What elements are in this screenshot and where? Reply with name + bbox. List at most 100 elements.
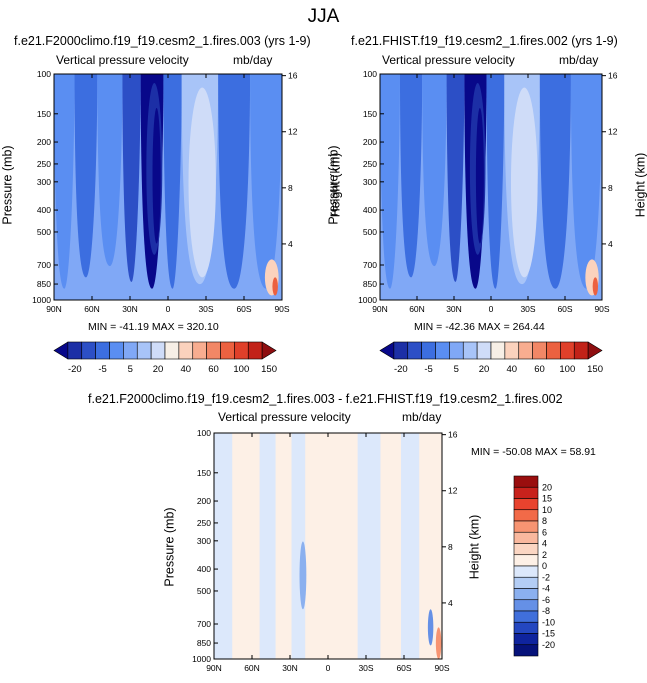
colorbar-cell	[513, 588, 539, 601]
x-tick-label: 90S	[434, 663, 449, 673]
y-tick-label: 150	[37, 109, 51, 119]
panel3-variable: Vertical pressure velocity	[218, 410, 351, 424]
colorbar-cell	[476, 341, 492, 360]
x-tick-label: 90N	[46, 304, 62, 314]
colorbar-label: 6	[542, 527, 547, 537]
colorbar-cell	[587, 341, 603, 360]
colorbar-label: -5	[98, 364, 106, 375]
y2-tick-label: 12	[608, 127, 618, 137]
colorbar-label: 100	[559, 364, 575, 375]
x-tick-label: 60N	[84, 304, 100, 314]
colorbar-label: 4	[542, 539, 547, 549]
contour-band	[152, 107, 161, 244]
y-tick-label: 200	[363, 137, 377, 147]
y-tick-label: 250	[37, 159, 51, 169]
contour-band	[435, 627, 442, 659]
contour-band	[272, 277, 278, 296]
y-tick-label: 400	[37, 205, 51, 215]
y-tick-label: 700	[363, 260, 377, 270]
contour-band	[486, 74, 505, 289]
y2-tick-label: 8	[448, 542, 453, 552]
y2-tick-label: 16	[288, 71, 298, 81]
colorbar-label: -10	[542, 617, 555, 627]
y-tick-label: 400	[363, 205, 377, 215]
colorbar-cell	[513, 576, 539, 589]
colorbar-cell	[513, 644, 539, 657]
colorbar-label: 40	[507, 364, 518, 375]
colorbar-label: 2	[542, 550, 547, 560]
panel1-plot: 90N 60N 30N 0 30S 60S 90S 100 150 200 250 300 400 500…	[32, 69, 298, 314]
colorbar-cell	[136, 341, 152, 360]
y-tick-label: 100	[197, 428, 211, 438]
x-tick-label: 90N	[372, 304, 388, 314]
colorbar-label: 20	[542, 482, 552, 492]
colorbar-cell	[513, 531, 539, 544]
colorbar-cell	[546, 341, 561, 360]
contour-band	[380, 74, 400, 289]
x-tick-label: 60N	[244, 663, 260, 673]
contour-band	[427, 609, 434, 646]
colorbar-cell	[513, 509, 539, 522]
colorbar-label: -20	[68, 364, 82, 375]
x-tick-label: 90S	[274, 304, 289, 314]
contour-band	[357, 433, 381, 659]
contour-band	[188, 87, 216, 278]
colorbar-label: 0	[542, 561, 547, 571]
contour-band	[214, 433, 233, 659]
x-tick-label: 30S	[520, 304, 535, 314]
contour-band	[218, 74, 251, 289]
panel1-colorbar: -20 -5 5 20 40 60 100 150	[53, 341, 277, 375]
colorbar-label: 100	[233, 364, 249, 375]
colorbar-cell	[573, 341, 589, 360]
colorbar-label: -6	[542, 595, 550, 605]
panel2-field	[380, 74, 602, 300]
colorbar-cell	[53, 341, 69, 360]
colorbar-label: 20	[153, 364, 164, 375]
colorbar-cell	[513, 554, 539, 567]
y2-tick-label: 8	[288, 183, 293, 193]
panel2-plot: 90N 60N 30N 0 30S 60S 90S 100 150 200 250 300 400 500…	[358, 69, 618, 314]
colorbar-label: 15	[542, 494, 552, 504]
panel3-field	[214, 433, 442, 659]
x-tick-label: 90S	[594, 304, 609, 314]
colorbar-label: -15	[542, 629, 555, 639]
contour-band	[592, 277, 599, 296]
contour-band	[250, 74, 282, 289]
x-tick-label: 0	[489, 304, 494, 314]
colorbar-cell	[513, 498, 539, 511]
colorbar-cell	[504, 341, 520, 360]
colorbar-cell	[123, 341, 138, 360]
contour-band	[299, 541, 307, 610]
x-tick-label: 60S	[557, 304, 572, 314]
contour-band	[54, 74, 75, 289]
y-tick-label: 100	[37, 69, 51, 79]
colorbar-cell	[490, 341, 506, 360]
y-tick-label: 1000	[32, 295, 51, 305]
y2-tick-label: 12	[448, 486, 458, 496]
x-tick-label: 30N	[282, 663, 298, 673]
colorbar-label: 20	[479, 364, 490, 375]
colorbar-label: 10	[542, 505, 552, 515]
panel2-variable: Vertical pressure velocity	[382, 53, 515, 67]
colorbar-label: 40	[181, 364, 192, 375]
x-tick-label: 30N	[122, 304, 138, 314]
contour-band	[259, 433, 276, 659]
y-tick-label: 200	[197, 496, 211, 506]
y-tick-label: 1000	[358, 295, 377, 305]
y2-tick-label: 4	[608, 239, 613, 249]
colorbar-cell	[513, 520, 539, 533]
y-tick-label: 1000	[192, 654, 211, 664]
y-tick-label: 850	[197, 638, 211, 648]
contour-band	[570, 74, 602, 289]
colorbar-cell	[261, 341, 277, 360]
contour-band	[163, 74, 182, 289]
panel2-colorbar: -20 -5 5 20 40 60 100 150	[379, 341, 603, 375]
contour-band	[510, 87, 538, 278]
colorbar-cell	[532, 341, 547, 360]
colorbar-label: -2	[542, 572, 550, 582]
x-tick-label: 30S	[198, 304, 213, 314]
colorbar-cell	[513, 610, 539, 623]
colorbar-cell	[513, 486, 539, 499]
colorbar-cell	[513, 565, 539, 578]
panel1-title: f.e21.F2000climo.f19_f19.cesm2_1.fires.0…	[14, 34, 311, 48]
